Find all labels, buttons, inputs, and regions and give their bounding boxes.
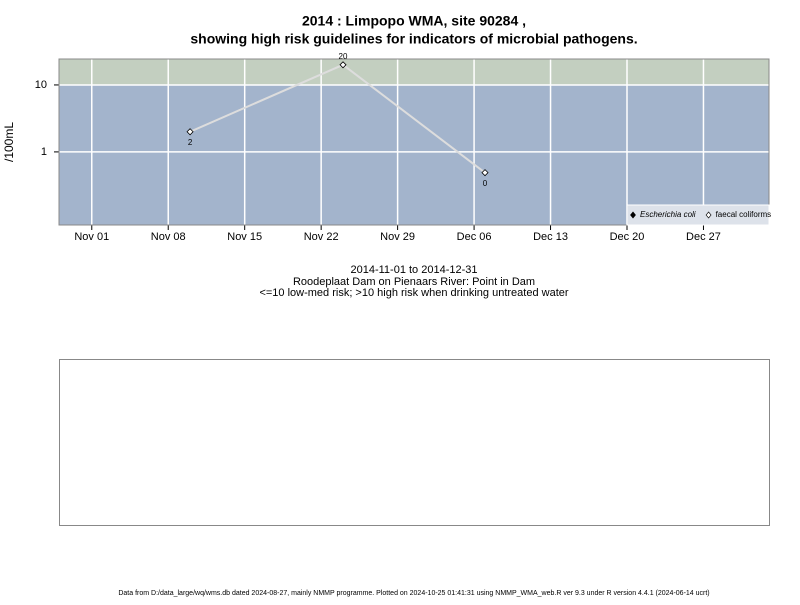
legend-box xyxy=(626,204,770,226)
x-axis-label: 2014-11-01 to 2014-12-31 xyxy=(350,264,477,276)
x-tick-label: Dec 27 xyxy=(686,231,721,243)
legend-marker xyxy=(630,211,636,219)
x-tick-label: Nov 29 xyxy=(380,231,415,243)
chart-title: 2014 : Limpopo WMA, site 90284 , xyxy=(302,13,526,29)
x-tick-label: Dec 06 xyxy=(457,231,492,243)
empty-panel xyxy=(59,359,770,526)
x-tick-label: Nov 01 xyxy=(74,231,109,243)
y-tick-label: 10 xyxy=(35,79,47,91)
x-tick-label: Nov 22 xyxy=(304,231,339,243)
data-label: 20 xyxy=(339,52,348,61)
x-tick-label: Nov 08 xyxy=(151,231,186,243)
data-label: 2 xyxy=(188,138,193,147)
legend-marker xyxy=(705,211,712,219)
legend-label: Escherichia coli xyxy=(640,210,696,219)
x-tick-label: Dec 13 xyxy=(533,231,568,243)
y-tick-label: 1 xyxy=(41,146,47,158)
x-tick-label: Dec 20 xyxy=(610,231,645,243)
note: Roodeplaat Dam on Pienaars River: Point … xyxy=(293,276,535,288)
legend-label: faecal coliforms xyxy=(716,210,772,219)
plot-frame xyxy=(58,58,770,226)
high-risk-band xyxy=(59,59,769,85)
y-axis-label: /100mL xyxy=(2,122,16,162)
footer: Data from D:/data_large/wq/wms.db dated … xyxy=(118,590,709,597)
data-label: 0 xyxy=(483,179,488,188)
chart-subtitle: showing high risk guidelines for indicat… xyxy=(190,31,637,47)
x-tick-label: Nov 15 xyxy=(227,231,262,243)
note: <=10 low-med risk; >10 high risk when dr… xyxy=(259,287,568,299)
point xyxy=(339,61,347,69)
point xyxy=(186,128,194,136)
point xyxy=(481,169,489,177)
low-risk-band xyxy=(59,84,769,225)
